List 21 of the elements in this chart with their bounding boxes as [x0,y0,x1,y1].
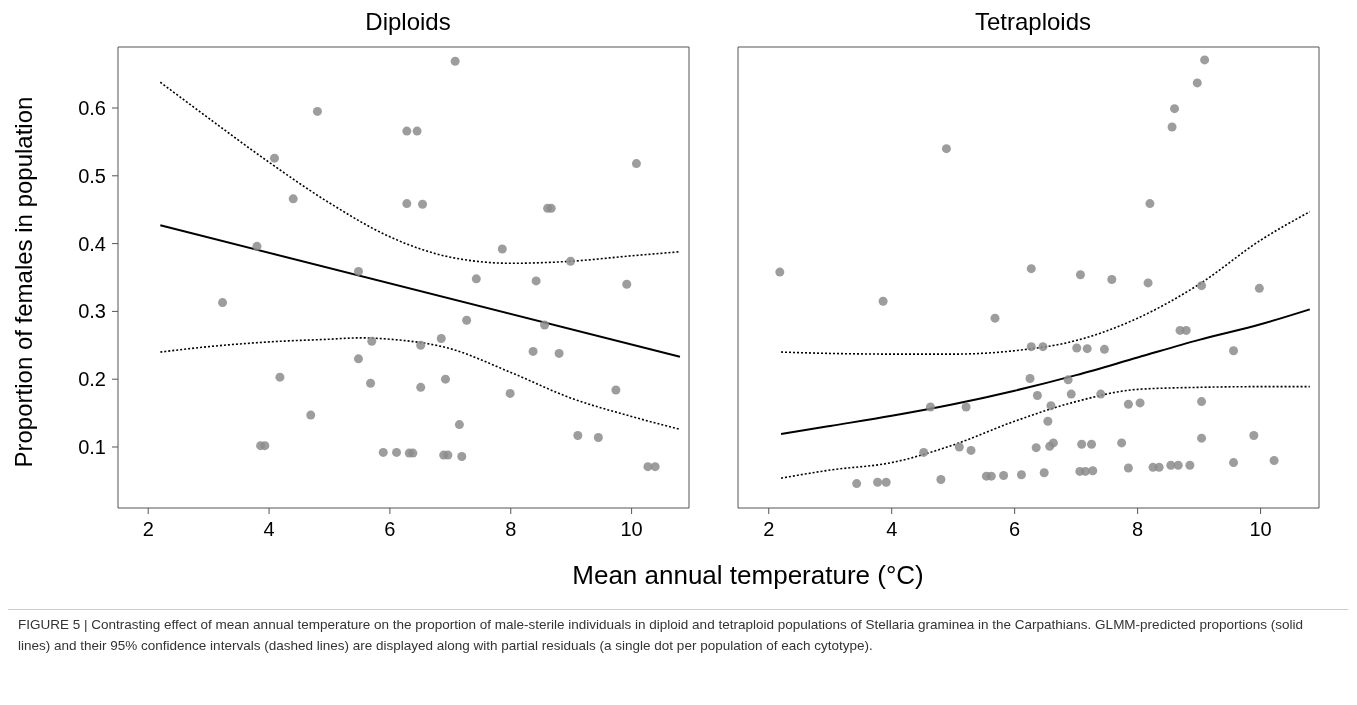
x-tick-label: 2 [763,518,775,541]
chart-title: Tetraploids [973,8,1093,37]
x-tick-label: 2 [142,518,154,541]
y-tick-label: 0.1 [78,436,106,459]
y-tick-label: 0.5 [78,164,106,187]
x-tick-label: 10 [1249,518,1272,541]
y-axis-title: Proportion of females in population [9,96,37,468]
x-tick-label: 4 [263,518,275,541]
x-tick-label: 6 [384,518,396,541]
x-tick-label: 10 [620,518,643,541]
x-axis-title: Mean annual temperature (°C) [571,560,925,591]
x-tick-label: 8 [1132,518,1144,541]
y-tick-label: 0.2 [78,368,106,391]
y-tick-label: 0.4 [78,232,106,255]
caption: FIGURE 5 | Contrasting effect of mean annual temperature on the proportion of male-sterile individuals in diploid and tetraploid populations of Stellaria graminea in the Carpathians. GLMM-predicted proportions (solid lines) and their 95% confidence intervals (dashed lines) are displayed along with partial residuals (a single dot per population of each cytotype). [8,609,1348,660]
x-tick-label: 6 [1009,518,1021,541]
y-tick-label: 0.6 [78,97,106,120]
chart-title: Diploids [364,8,452,37]
y-tick-label: 0.3 [78,300,106,323]
x-tick-label: 4 [886,518,898,541]
x-tick-label: 8 [505,518,517,541]
